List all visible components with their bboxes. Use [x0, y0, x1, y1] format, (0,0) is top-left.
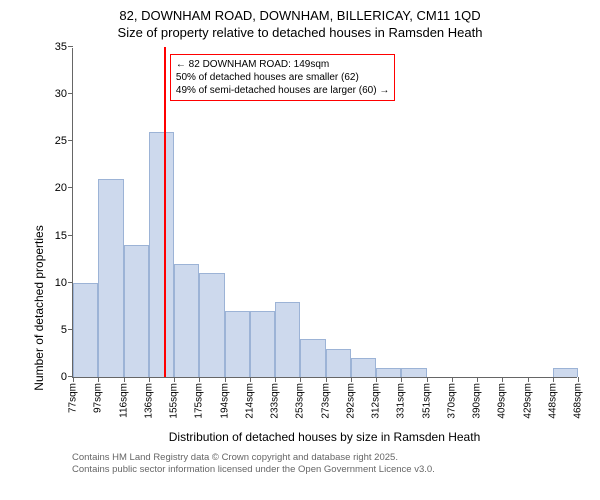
y-tick-mark [68, 140, 73, 141]
title-line-1: 82, DOWNHAM ROAD, DOWNHAM, BILLERICAY, C… [0, 8, 600, 25]
x-tick-mark [300, 377, 301, 382]
y-tick-mark [68, 93, 73, 94]
x-tick-label: 273sqm [320, 383, 331, 419]
title-line-2: Size of property relative to detached ho… [0, 25, 600, 42]
x-tick-label: 468sqm [573, 383, 584, 419]
histogram-bar [199, 273, 224, 377]
x-tick-mark [199, 377, 200, 382]
y-tick-label: 25 [55, 135, 73, 147]
histogram-bar [124, 245, 149, 377]
x-tick-label: 409sqm [497, 383, 508, 419]
chart-container: 82, DOWNHAM ROAD, DOWNHAM, BILLERICAY, C… [0, 0, 600, 500]
histogram-bar [174, 264, 199, 377]
annotation-line-3: 49% of semi-detached houses are larger (… [176, 84, 389, 97]
x-tick-label: 194sqm [219, 383, 230, 419]
footer-line-1: Contains HM Land Registry data © Crown c… [72, 452, 435, 464]
x-tick-mark [73, 377, 74, 382]
plot-area: 0510152025303577sqm97sqm116sqm136sqm155s… [72, 48, 577, 378]
y-tick-label: 30 [55, 88, 73, 100]
y-tick-mark [68, 235, 73, 236]
x-tick-mark [124, 377, 125, 382]
histogram-bar [98, 179, 123, 377]
histogram-bar [376, 368, 401, 377]
y-tick-label: 15 [55, 230, 73, 242]
x-tick-label: 116sqm [118, 383, 129, 418]
histogram-bar [401, 368, 426, 377]
x-tick-mark [149, 377, 150, 382]
y-tick-mark [68, 46, 73, 47]
y-tick-label: 10 [55, 277, 73, 289]
x-tick-label: 370sqm [446, 383, 457, 419]
x-tick-label: 331sqm [396, 383, 407, 419]
histogram-bar [225, 311, 250, 377]
y-axis-label: Number of detached properties [32, 143, 46, 473]
x-tick-mark [98, 377, 99, 382]
x-tick-label: 292sqm [345, 383, 356, 419]
y-tick-label: 0 [61, 371, 73, 383]
histogram-bar [275, 302, 300, 377]
x-tick-mark [427, 377, 428, 382]
x-tick-label: 390sqm [472, 383, 483, 419]
x-tick-mark [275, 377, 276, 382]
x-tick-label: 253sqm [295, 383, 306, 419]
x-tick-mark [477, 377, 478, 382]
x-tick-label: 77sqm [68, 383, 79, 413]
x-tick-label: 175sqm [194, 383, 205, 419]
x-tick-label: 233sqm [270, 383, 281, 419]
x-tick-mark [452, 377, 453, 382]
y-tick-label: 5 [61, 324, 73, 336]
x-axis-label: Distribution of detached houses by size … [72, 430, 577, 444]
x-tick-mark [376, 377, 377, 382]
histogram-bar [326, 349, 351, 377]
histogram-bar [149, 132, 174, 377]
reference-line [164, 47, 166, 377]
footer-line-2: Contains public sector information licen… [72, 464, 435, 476]
y-tick-mark [68, 187, 73, 188]
x-tick-label: 136sqm [143, 383, 154, 419]
x-tick-mark [326, 377, 327, 382]
x-tick-label: 448sqm [547, 383, 558, 419]
x-tick-mark [578, 377, 579, 382]
x-tick-label: 351sqm [421, 383, 432, 419]
x-tick-label: 97sqm [93, 383, 104, 413]
title-block: 82, DOWNHAM ROAD, DOWNHAM, BILLERICAY, C… [0, 0, 600, 42]
x-tick-mark [174, 377, 175, 382]
y-tick-label: 35 [55, 41, 73, 53]
y-tick-label: 20 [55, 182, 73, 194]
x-tick-label: 312sqm [371, 383, 382, 419]
annotation-line-1: ← 82 DOWNHAM ROAD: 149sqm [176, 58, 389, 71]
histogram-bar [553, 368, 578, 377]
histogram-bar [250, 311, 275, 377]
x-tick-label: 429sqm [522, 383, 533, 419]
x-tick-mark [553, 377, 554, 382]
histogram-bar [73, 283, 98, 377]
x-tick-mark [502, 377, 503, 382]
x-tick-mark [528, 377, 529, 382]
x-tick-mark [351, 377, 352, 382]
annotation-line-2: 50% of detached houses are smaller (62) [176, 71, 389, 84]
x-tick-mark [225, 377, 226, 382]
x-tick-mark [250, 377, 251, 382]
annotation-box: ← 82 DOWNHAM ROAD: 149sqm50% of detached… [170, 54, 395, 101]
footer: Contains HM Land Registry data © Crown c… [72, 452, 435, 477]
histogram-bar [351, 358, 376, 377]
x-tick-label: 155sqm [169, 383, 180, 419]
x-tick-label: 214sqm [244, 383, 255, 419]
histogram-bar [300, 339, 325, 377]
x-tick-mark [401, 377, 402, 382]
